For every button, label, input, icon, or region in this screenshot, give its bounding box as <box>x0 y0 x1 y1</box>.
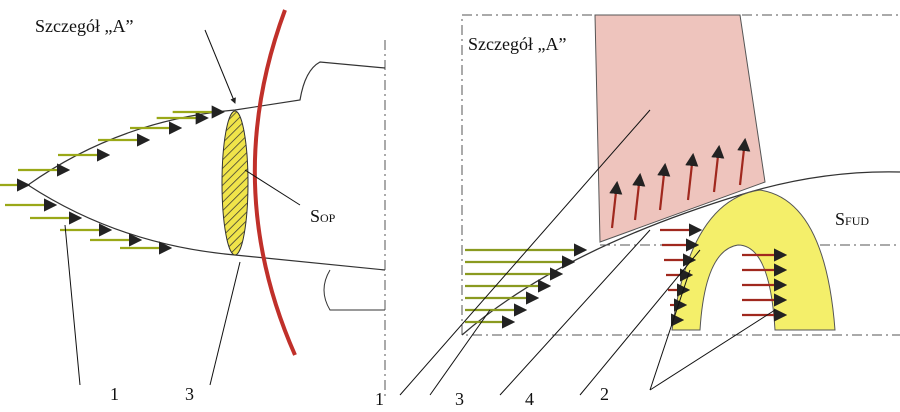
leader <box>579 249 701 396</box>
label: 3 <box>455 389 464 409</box>
symbol: SOP <box>310 206 336 226</box>
symbol-s: S <box>835 209 845 229</box>
label: 4 <box>525 389 534 409</box>
symbol-sub: FUD <box>845 214 869 228</box>
leader <box>649 269 691 391</box>
arrow <box>632 172 646 221</box>
leader <box>399 109 651 396</box>
label: 2 <box>600 384 609 404</box>
area-op <box>221 110 249 256</box>
flow-arrows <box>0 105 225 255</box>
leader <box>209 261 241 386</box>
arrow <box>685 152 699 201</box>
symbol: SFUD <box>835 209 869 229</box>
leader <box>429 309 491 396</box>
left-panel: Szczegół „A” SOP 1 3 <box>0 9 386 404</box>
fairing <box>323 269 385 311</box>
fuselage-contour <box>461 171 900 336</box>
right-panel: Szczegół „A” SFUD 1 3 4 2 <box>375 14 900 409</box>
detail-title: Szczegół „A” <box>35 16 133 36</box>
detail-title: Szczegół „A” <box>468 34 566 54</box>
arrow <box>737 137 751 186</box>
symbol-sub: OP <box>320 211 336 225</box>
arrow <box>657 162 671 211</box>
label: 1 <box>375 389 384 409</box>
fuselage-top <box>27 61 386 186</box>
leader <box>204 29 236 104</box>
arrow <box>711 144 725 193</box>
label: 3 <box>185 384 194 404</box>
area-fud <box>671 189 836 331</box>
leader <box>649 309 776 391</box>
leader <box>64 224 81 386</box>
propeller-disc <box>252 9 297 356</box>
fuselage-bottom <box>27 184 386 271</box>
arrow <box>609 180 623 229</box>
label: 1 <box>110 384 119 404</box>
leader <box>499 229 651 396</box>
symbol-s: S <box>310 206 320 226</box>
leader <box>244 169 301 206</box>
